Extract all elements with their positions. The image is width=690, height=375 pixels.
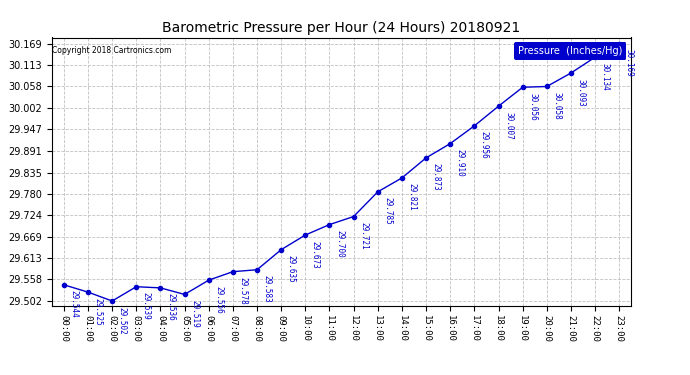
Text: 30.007: 30.007: [504, 112, 513, 140]
Text: 29.525: 29.525: [94, 298, 103, 326]
Text: 30.056: 30.056: [529, 93, 538, 121]
Text: 29.539: 29.539: [142, 292, 151, 320]
Text: 29.956: 29.956: [480, 131, 489, 159]
Legend: Pressure  (Inches/Hg): Pressure (Inches/Hg): [514, 42, 627, 60]
Text: 29.785: 29.785: [384, 197, 393, 225]
Text: 29.821: 29.821: [408, 183, 417, 211]
Text: 29.635: 29.635: [287, 255, 296, 283]
Text: 29.544: 29.544: [70, 290, 79, 318]
Text: 29.536: 29.536: [166, 293, 175, 321]
Text: 29.910: 29.910: [456, 149, 465, 177]
Text: 30.134: 30.134: [601, 63, 610, 90]
Text: 29.721: 29.721: [359, 222, 368, 250]
Text: 30.058: 30.058: [553, 92, 562, 120]
Text: 30.093: 30.093: [577, 78, 586, 106]
Text: 30.169: 30.169: [625, 49, 634, 77]
Text: 29.556: 29.556: [215, 286, 224, 314]
Title: Barometric Pressure per Hour (24 Hours) 20180921: Barometric Pressure per Hour (24 Hours) …: [162, 21, 521, 35]
Text: 29.873: 29.873: [432, 164, 441, 191]
Text: 29.700: 29.700: [335, 230, 344, 258]
Text: Copyright 2018 Cartronics.com: Copyright 2018 Cartronics.com: [52, 45, 172, 54]
Text: 29.578: 29.578: [239, 277, 248, 305]
Text: 29.519: 29.519: [190, 300, 199, 328]
Text: 29.673: 29.673: [311, 241, 320, 268]
Text: 29.502: 29.502: [118, 306, 127, 334]
Text: 29.583: 29.583: [263, 275, 272, 303]
